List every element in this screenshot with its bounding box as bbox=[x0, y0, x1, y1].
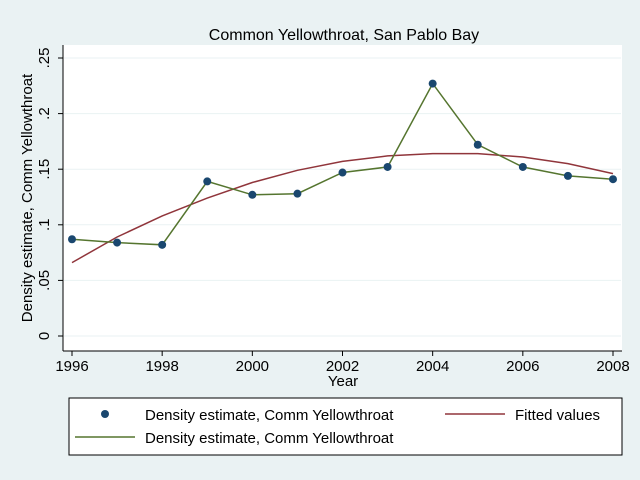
legend-label-points: Density estimate, Comm Yellowthroat bbox=[145, 407, 394, 424]
data-point bbox=[518, 162, 527, 171]
x-tick-label: 1996 bbox=[55, 358, 88, 375]
data-point bbox=[428, 79, 437, 88]
y-tick-label: 0 bbox=[36, 332, 53, 340]
x-tick-label: 1998 bbox=[145, 358, 178, 375]
y-tick-label: .2 bbox=[36, 107, 53, 120]
y-tick-label: .15 bbox=[36, 159, 53, 180]
y-axis-title: Density estimate, Comm Yellowthroat bbox=[19, 73, 36, 322]
data-point bbox=[473, 140, 482, 149]
data-point bbox=[563, 171, 572, 180]
x-tick-label: 2002 bbox=[326, 358, 359, 375]
x-axis-title: Year bbox=[328, 373, 358, 390]
data-point bbox=[203, 177, 212, 186]
y-tick-label: .1 bbox=[36, 219, 53, 232]
legend-label-fitted: Fitted values bbox=[515, 407, 600, 424]
legend-box bbox=[68, 397, 623, 456]
data-point bbox=[609, 175, 617, 184]
chart-title: Common Yellowthroat, San Pablo Bay bbox=[209, 27, 479, 44]
data-point bbox=[293, 189, 302, 198]
data-point bbox=[158, 240, 167, 249]
data-point bbox=[338, 168, 347, 177]
data-point bbox=[68, 235, 76, 244]
data-point bbox=[248, 190, 257, 199]
series-layer bbox=[68, 79, 617, 264]
plot-area bbox=[63, 45, 622, 351]
x-tick-label: 2008 bbox=[596, 358, 629, 375]
x-tick-label: 2000 bbox=[236, 358, 269, 375]
legend-marker-points bbox=[101, 410, 109, 418]
x-tick-label: 2006 bbox=[506, 358, 539, 375]
data-point bbox=[113, 238, 122, 247]
y-tick-label: .25 bbox=[36, 48, 53, 69]
legend-label-line: Density estimate, Comm Yellowthroat bbox=[145, 430, 394, 447]
data-point bbox=[383, 162, 392, 171]
fitted-values-line bbox=[71, 152, 614, 264]
y-tick-label: .05 bbox=[36, 270, 53, 291]
x-tick-label: 2004 bbox=[416, 358, 449, 375]
legend: Density estimate, Comm Yellowthroat Fitt… bbox=[68, 397, 623, 456]
axis-ticks: 0 .05 .1 .15 .2 .25 1996 1998 2000 2002 2004 2006 20… bbox=[36, 48, 630, 375]
